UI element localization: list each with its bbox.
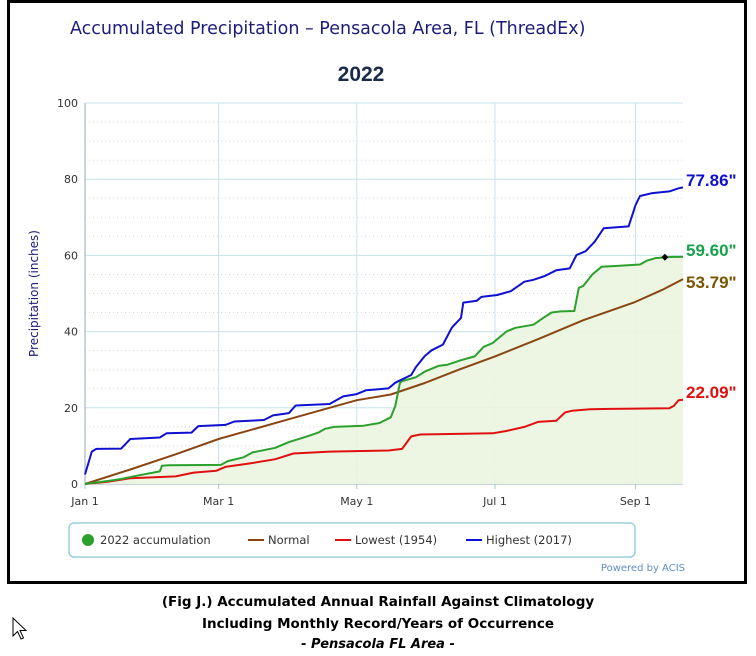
y-tick-label: 60 xyxy=(64,249,78,262)
legend-item-normal[interactable]: Normal xyxy=(248,533,310,547)
legend-border xyxy=(68,522,636,558)
mouse-cursor-icon xyxy=(12,617,28,640)
legend-label: Normal xyxy=(268,533,310,547)
caption-line-3: - Pensacola FL Area - xyxy=(301,637,455,652)
chart-title: Accumulated Precipitation – Pensacola Ar… xyxy=(70,19,585,39)
y-tick-label: 40 xyxy=(64,326,78,339)
series-line-normal[interactable] xyxy=(84,278,684,485)
legend-item-2022-accumulation[interactable]: 2022 accumulation xyxy=(82,533,211,547)
precipitation-chart: Accumulated Precipitation – Pensacola Ar… xyxy=(27,19,737,574)
y-tick-label: 100 xyxy=(57,97,78,110)
legend-item-lowest-1954[interactable]: Lowest (1954) xyxy=(335,533,437,547)
caption-line-1: (Fig J.) Accumulated Annual Rainfall Aga… xyxy=(161,594,595,610)
legend-label: 2022 accumulation xyxy=(100,533,211,547)
end-label-normal: 53.79" xyxy=(686,273,737,292)
x-tick-label: Mar 1 xyxy=(203,495,234,508)
series-2022-end-marker[interactable] xyxy=(661,253,669,261)
legend-label: Highest (2017) xyxy=(486,533,572,547)
end-label-highest-2017: 77.86" xyxy=(686,171,737,190)
legend-dot-icon xyxy=(82,534,94,546)
y-tick-label: 0 xyxy=(71,478,78,491)
legend-item-highest-2017[interactable]: Highest (2017) xyxy=(466,533,572,547)
legend: 2022 accumulation Normal Lowest (1954) High… xyxy=(68,522,636,558)
legend-label: Lowest (1954) xyxy=(355,533,437,547)
end-label-lowest-1954: 22.09" xyxy=(686,383,737,402)
x-tick-label: Jan 1 xyxy=(70,495,98,508)
y-tick-label: 80 xyxy=(64,173,78,186)
chart-frame: Accumulated Precipitation – Pensacola Ar… xyxy=(7,0,747,584)
y-axis-label: Precipitation (inches) xyxy=(27,230,41,357)
series-2022-area xyxy=(85,256,683,484)
plot-area: 0 20 40 60 80 100 Jan 1 Mar 1 May 1 Jul 1 Sep 1 Pre… xyxy=(27,97,737,508)
series-line-lowest-1954[interactable] xyxy=(84,398,684,485)
series-line-2022-accumulation[interactable] xyxy=(84,255,683,485)
x-tick-label: Jul 1 xyxy=(482,495,507,508)
end-label-2022-accumulation: 59.60" xyxy=(686,241,737,260)
caption-line-2: Including Monthly Record/Years of Occurr… xyxy=(201,616,555,632)
credit-label[interactable]: Powered by ACIS xyxy=(601,563,685,574)
series-line-highest-2017[interactable] xyxy=(84,186,684,475)
x-tick-label: Sep 1 xyxy=(620,495,651,508)
x-tick-label: May 1 xyxy=(340,495,373,508)
y-tick-label: 20 xyxy=(64,402,78,415)
chart-subtitle: 2022 xyxy=(338,63,385,86)
